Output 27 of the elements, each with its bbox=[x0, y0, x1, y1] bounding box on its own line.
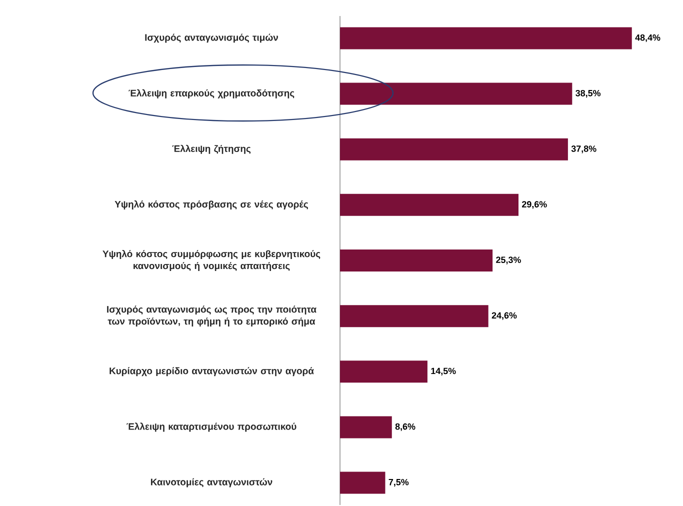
data-label: 38,5% bbox=[576, 90, 601, 98]
y-tick-label: Κυρίαρχο μερίδιο ανταγωνιστών στην αγορά bbox=[110, 367, 314, 376]
y-tick-label: Έλλειψη καταρτισμένου προσωπικού bbox=[126, 422, 296, 432]
y-tick-label: Υψηλό κόστος πρόσβασης σε νέες αγορές bbox=[114, 200, 308, 210]
data-label: 24,6% bbox=[492, 312, 517, 320]
bar bbox=[340, 472, 386, 494]
y-tick-label: Καινοτομίες ανταγωνιστών bbox=[150, 478, 272, 488]
y-tick-label: Έλλειψη ζήτησης bbox=[172, 144, 251, 154]
bar bbox=[340, 249, 493, 272]
bar bbox=[340, 305, 488, 328]
data-label: 37,8% bbox=[571, 146, 596, 154]
data-label: 8,6% bbox=[395, 423, 416, 432]
bar bbox=[340, 82, 572, 105]
bar bbox=[340, 194, 518, 216]
data-label: 29,6% bbox=[522, 201, 547, 209]
y-tick-label: Υψηλό κόστος συμμόρφωσης με κυβερνητικούς κανονισμούς ή νομικές απαιτήσεις bbox=[102, 250, 320, 271]
data-label: 7,5% bbox=[388, 478, 409, 487]
data-label: 25,3% bbox=[496, 256, 521, 264]
y-tick-label: Έλλειψη επαρκούς χρηματοδότησης bbox=[128, 89, 294, 98]
bar bbox=[340, 27, 632, 50]
bar bbox=[340, 138, 568, 160]
data-label: 48,4% bbox=[635, 34, 660, 42]
bar bbox=[340, 360, 428, 383]
y-tick-label: Ισχυρός ανταγωνισμός τιμών bbox=[145, 34, 278, 43]
y-tick-label: Ισχυρός ανταγωνισμός ως προς την ποιότητα των προϊόντων, τη φήμη ή το εμπορικό σήμα bbox=[107, 306, 316, 327]
data-label: 14,5% bbox=[431, 368, 456, 376]
bar bbox=[340, 416, 392, 438]
